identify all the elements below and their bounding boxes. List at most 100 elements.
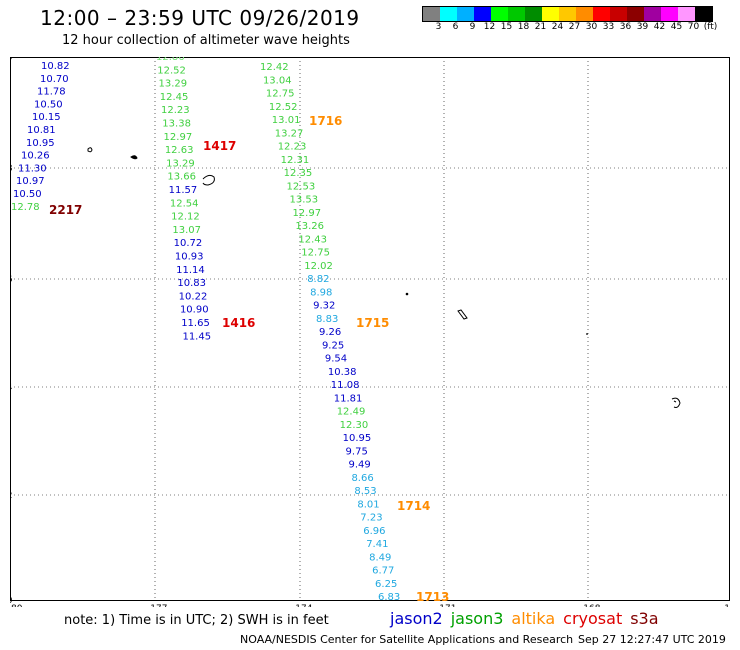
satellite-label-jason3: jason3 [450,609,504,628]
wave-height-value: 12.97 [164,132,193,143]
wave-height-value: 13.66 [167,172,196,183]
pass-time-label: 1417 [203,139,236,153]
satellite-label-cryosat: cryosat [563,609,623,628]
wave-height-value: 12.75 [266,89,295,100]
wave-height-value: 8.66 [351,473,373,484]
wave-height-value: 12.53 [287,181,316,192]
wave-height-value: 11.30 [18,163,47,174]
lat-tick-label: 22 [10,491,12,501]
wave-height-value: 7.41 [366,539,388,550]
credit-timestamp: Sep 27 12:27:47 UTC 2019 [578,633,726,646]
wave-height-value: 11.57 [169,185,198,196]
map-frame [10,57,730,601]
legend-swatch [457,7,474,21]
legend-swatch [610,7,627,21]
wave-height-value: 9.75 [346,446,368,457]
wave-height-value: 13.29 [166,158,195,169]
lon-tick-label: -171 [436,604,456,607]
wave-height-value: 10.22 [179,291,208,302]
legend-swatch [661,7,678,21]
pass-time-label: 1715 [356,316,389,330]
wave-height-value: 8.01 [357,499,379,510]
island-shape [671,397,681,408]
legend-swatch [508,7,525,21]
wave-height-map: 30 28 26 24 22 20-180 -177 -174 -171 -168 -16 10.82… [10,57,730,607]
wave-height-value: 12.23 [161,105,190,116]
wave-height-value: 9.26 [319,327,341,338]
wave-height-value: 12.54 [170,198,199,209]
lon-tick-label: -174 [292,604,313,607]
wave-height-value: 10.83 [177,278,206,289]
wave-height-value: 13.26 [295,221,324,232]
wave-height-value: 9.25 [322,340,344,351]
legend-label: 45 [670,22,683,32]
legend-swatch [593,7,610,21]
wave-height-value: 10.15 [32,112,61,123]
footer-note: note: 1) Time is in UTC; 2) SWH is in fe… [64,613,329,628]
lon-tick-label: -16 [721,604,730,607]
lat-tick-label: 20 [10,596,13,606]
legend-label: (ft) [703,22,718,32]
satellite-label-altika: altika [511,609,556,628]
island-shape [130,155,138,160]
wave-height-value: 12.86 [156,57,185,63]
legend-swatch [576,7,593,21]
wave-height-value: 11.14 [176,265,205,276]
island-dot [586,333,588,335]
wave-height-value: 13.27 [275,128,304,139]
wave-height-value: 10.50 [34,99,63,110]
legend-label: 3 [435,22,442,32]
wave-height-value: 12.30 [340,420,369,431]
wave-height-value: 6.77 [372,566,394,577]
wave-height-value: 9.54 [325,354,347,365]
wave-height-value: 10.81 [27,125,56,136]
island-dot [405,292,409,296]
wave-height-value: 12.12 [171,212,200,223]
wave-height-value: 10.70 [40,74,69,85]
legend-label: 24 [551,22,564,32]
wave-height-value: 12.42 [260,62,289,73]
wave-height-value: 10.97 [16,176,45,187]
wave-height-value: 13.04 [263,75,292,86]
pass-time-label: 1713 [416,590,449,604]
wave-height-value: 10.95 [343,433,372,444]
wave-height-value: 13.53 [290,195,319,206]
satellite-label-s3a: s3a [630,609,659,628]
wave-height-value: 10.72 [174,238,203,249]
lat-tick-label: 24 [10,383,13,393]
wave-height-value: 10.82 [41,61,70,72]
wave-height-value: 10.90 [180,305,209,316]
legend-label: 6 [452,22,459,32]
wave-height-value: 11.65 [181,318,210,329]
wave-height-value: 10.93 [175,252,204,263]
wave-height-value: 6.25 [375,579,397,590]
wave-height-value: 7.23 [360,513,382,524]
legend-swatch [678,7,695,21]
color-legend [422,6,713,22]
legend-label: 12 [483,22,496,32]
wave-height-value: 13.38 [162,119,191,130]
page-title: 12:00 – 23:59 UTC 09/26/2019 [40,6,360,30]
wave-height-value: 10.38 [328,367,357,378]
legend-label: 70 [687,22,700,32]
legend-label: 15 [500,22,513,32]
wave-height-value: 10.95 [26,138,55,149]
island-shape [457,309,468,320]
legend-swatch [423,7,440,21]
wave-height-value: 12.02 [304,261,333,272]
legend-swatch [644,7,661,21]
legend-swatch [491,7,508,21]
wave-height-value: 13.07 [172,225,201,236]
wave-height-value: 12.35 [284,168,313,179]
island-shape [202,174,215,186]
legend-label: 42 [653,22,666,32]
legend-label: 18 [517,22,530,32]
wave-height-value: 8.98 [310,287,332,298]
wave-height-value: 12.63 [165,145,194,156]
lon-tick-label: -177 [147,604,167,607]
wave-height-value: 12.49 [337,407,366,418]
lon-tick-label: -180 [10,604,23,607]
pass-time-label: 1716 [309,114,342,128]
wave-height-value: 8.53 [354,486,376,497]
